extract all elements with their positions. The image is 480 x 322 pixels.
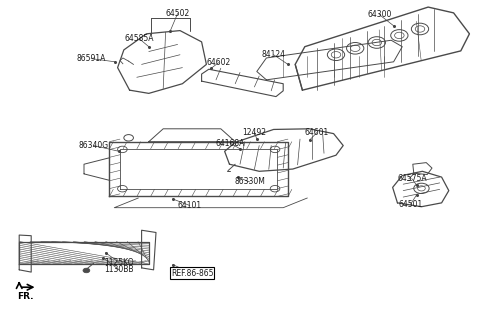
Text: 64601: 64601 xyxy=(305,128,329,137)
Text: 64501: 64501 xyxy=(398,200,422,209)
Text: REF.86-865: REF.86-865 xyxy=(171,269,213,278)
Text: 86330M: 86330M xyxy=(234,177,265,186)
Circle shape xyxy=(83,268,90,273)
Text: 64300: 64300 xyxy=(367,10,391,19)
Text: 86340G: 86340G xyxy=(79,141,108,150)
Text: 64575A: 64575A xyxy=(397,174,427,183)
Text: 12492: 12492 xyxy=(242,128,266,137)
Text: 64168A: 64168A xyxy=(216,139,245,148)
Text: 64585A: 64585A xyxy=(124,34,154,43)
Text: 64502: 64502 xyxy=(166,9,190,18)
Text: 1130BB: 1130BB xyxy=(104,265,134,274)
Text: FR.: FR. xyxy=(17,292,34,301)
Text: 1125KO: 1125KO xyxy=(104,258,134,267)
Text: 84124: 84124 xyxy=(262,50,286,59)
Text: 86591A: 86591A xyxy=(76,54,106,63)
Text: 64602: 64602 xyxy=(206,58,230,67)
Text: 64101: 64101 xyxy=(178,201,202,210)
